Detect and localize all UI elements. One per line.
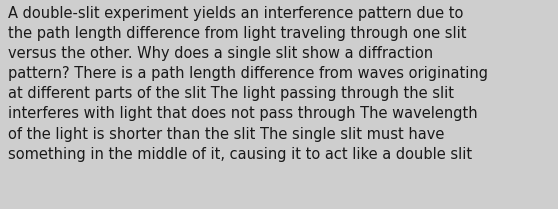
Text: A double-slit experiment yields an interference pattern due to
the path length d: A double-slit experiment yields an inter… xyxy=(8,6,488,162)
